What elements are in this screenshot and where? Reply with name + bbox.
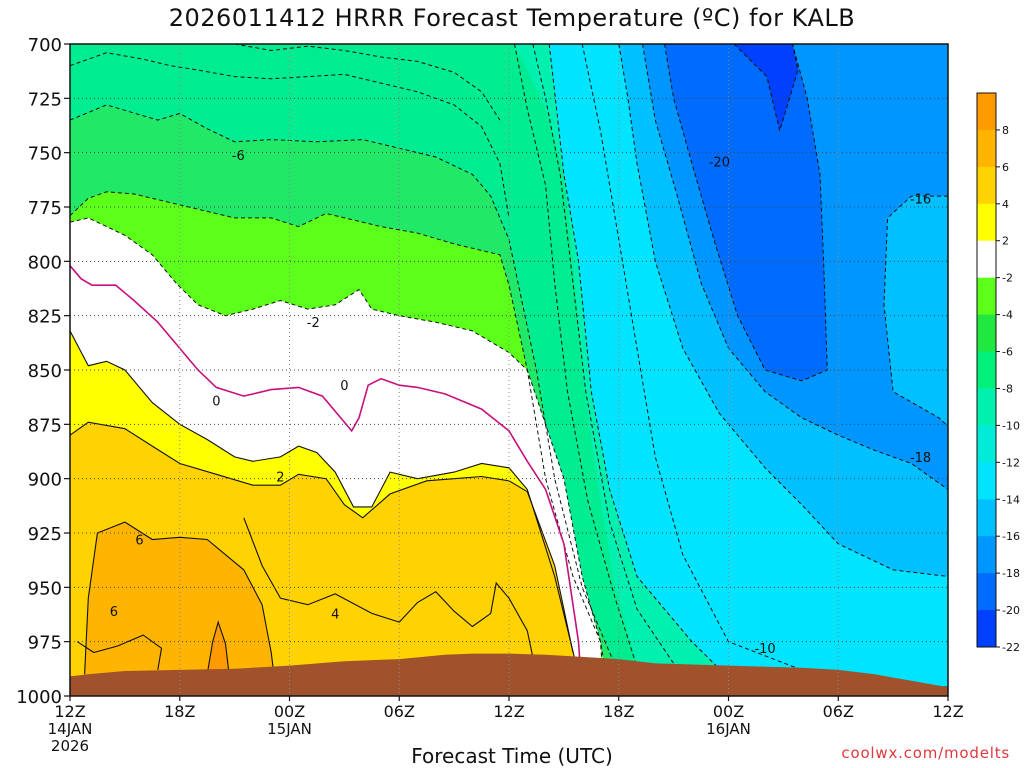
colorbar-label: 2 [1002,235,1009,248]
isotherm-6 [84,521,278,696]
y-tick-label: 1000 [16,687,62,708]
y-tick-label: 775 [28,198,62,219]
colorbar-label: -8 [1002,382,1013,395]
isotherm-minus-10-upper [234,44,501,121]
terrain [70,653,948,696]
grid-lines [70,44,948,696]
x-tick-label: 00Z [274,702,305,721]
x-tick-label: 06Z [384,702,415,721]
y-tick-label: 875 [28,415,62,436]
isotherm-minus-22 [733,44,799,133]
x-tick-label: 06Z [823,702,854,721]
y-tick-label: 700 [28,35,62,56]
isotherm-minus-18 [642,44,948,490]
contour-label: 0 [340,379,348,394]
contour-label: 0 [212,394,220,409]
colorbar-swatch [977,499,996,537]
colorbar: 8 6 4 2 -2 -4 -6 -8 -10 -12 -14 -16 -18 -20 -22 [976,92,1020,654]
colorbar-label: -10 [1002,419,1020,432]
contour-label: -18 [910,451,931,466]
colorbar-swatch [977,610,996,648]
band-minus-20-to-18 [664,44,828,381]
isotherm-2 [70,330,580,675]
colorbar-label: -16 [1002,530,1020,543]
x-axis-title: Forecast Time (UTC) [411,744,613,768]
band-6-to-8 [84,522,277,696]
x-tick-sublabel: 15JAN [267,720,312,738]
isotherm-minus-10 [532,44,693,696]
colorbar-label: -2 [1002,272,1013,285]
x-tick-label: 12Z [932,702,963,721]
colorbar-label: 4 [1002,198,1009,211]
credit-text[interactable]: coolwx.com/modelts [841,744,1010,762]
colorbar-label: -12 [1002,456,1020,469]
x-tick-label: 18Z [164,702,195,721]
colorbar-frame [976,92,997,648]
isotherm-minus-8 [514,44,647,696]
colorbar-swatch [977,536,996,574]
y-tick-label: 975 [28,633,62,654]
y-tick-label: 750 [28,144,62,165]
colorbar-label: -4 [1002,309,1013,322]
contour-label: 6 [135,534,143,549]
colorbar-swatch [977,425,996,463]
isotherm-0 [70,265,583,696]
y-tick-label: 725 [28,89,62,110]
x-tick-label: 12Z [54,702,85,721]
isotherm-minus-12 [548,44,748,696]
y-tick-label: 825 [28,307,62,328]
colorbar-swatch [977,203,996,242]
y-tick-label: 900 [28,470,62,491]
y-tick-label: 850 [28,361,62,382]
colorbar-swatch [977,351,996,389]
contour-label: -20 [709,155,730,170]
colorbar-label: -20 [1002,604,1020,617]
isotherm-minus-18-warm-pocket [883,195,948,427]
x-tick-sublabel: 14JAN [48,720,93,738]
x-tick-label: 00Z [713,702,744,721]
colorbar-label: -14 [1002,493,1020,506]
colorbar-swatch [977,314,996,353]
isotherm-minus-14 [581,44,948,688]
colorbar-swatch [977,573,996,611]
y-tick-label: 950 [28,578,62,599]
colorbar-swatch [977,277,996,316]
x-tick-label: 12Z [493,702,524,721]
band-minus-22-to-20 [734,44,798,131]
colorbar-label: 8 [1002,124,1009,137]
chart-title: 2026011412 HRRR Forecast Temperature (ºC… [168,4,856,32]
isotherm-minus-2 [70,217,605,696]
contour-label: -2 [307,316,320,331]
isotherm-minus-20 [664,44,828,382]
colorbar-swatch [977,240,996,279]
isotherm-4 [70,421,574,653]
contour-label: 2 [276,470,284,485]
contour-label: -10 [754,642,775,657]
isotherm-6-inner [76,634,163,670]
y-tick-label: 800 [28,252,62,273]
isotherm-4-lower [243,517,537,675]
contour-label: 4 [331,607,339,622]
colorbar-swatch [977,388,996,426]
isotherm-minus-8-upper [70,52,510,218]
x-tick-sublabel: 2026 [51,737,89,755]
x-tick-label: 18Z [603,702,634,721]
colorbar-swatch [977,462,996,500]
contour-label: 6 [110,605,118,620]
colorbar-swatch [977,129,996,168]
colorbar-label: 6 [1002,161,1009,174]
colorbar-swatch [977,166,996,205]
y-tick-label: 925 [28,524,62,545]
colorbar-label: -6 [1002,346,1013,359]
colorbar-swatch [977,93,996,131]
colorbar-label: -18 [1002,567,1020,580]
isotherm-minus-16 [618,44,948,577]
contour-label: -16 [910,192,931,207]
x-tick-sublabel: 16JAN [706,720,751,738]
colorbar-label: -22 [1002,641,1020,654]
contour-label: -6 [232,149,245,164]
